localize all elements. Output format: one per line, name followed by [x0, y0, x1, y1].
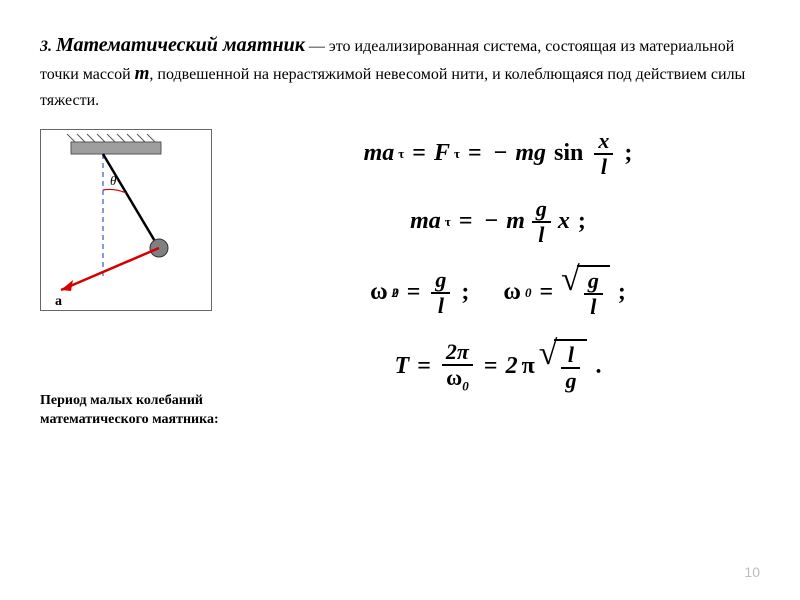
equation-3-row: ω20 = gl ; ω0 = √gl ; — [370, 265, 630, 321]
eq1-mg: mg — [515, 140, 546, 167]
eq4-dot: . — [591, 353, 605, 380]
eq3b-sub: 0 — [525, 285, 532, 301]
eq4-pi: π — [522, 353, 535, 380]
equation-3b: ω0 = √gl ; — [503, 265, 629, 321]
eq4-two: 2 — [506, 353, 518, 380]
eq3b-eq: = — [535, 279, 557, 306]
eq1-sin: sin — [550, 140, 587, 167]
a-label: a — [55, 294, 62, 309]
eq3a-semi: ; — [457, 279, 473, 306]
page-number: 10 — [744, 564, 760, 580]
eq4-T: T — [395, 353, 410, 380]
eq1-eq1: = — [408, 140, 430, 167]
eq3b-semi: ; — [614, 279, 630, 306]
eq3b-omega: ω — [503, 279, 521, 306]
eq1-tau-2: τ — [454, 146, 460, 162]
eq4-eq1: = — [413, 353, 435, 380]
eq2-eq: = — [455, 208, 477, 235]
section-number: 3. — [40, 38, 52, 55]
eq4-eq2: = — [480, 353, 502, 380]
eq3a-omega: ω — [370, 279, 388, 306]
eq2-frac: gl — [532, 197, 551, 247]
eq4-frac: 2π ω0 — [442, 340, 473, 393]
eq1-semi: ; — [620, 140, 636, 167]
equation-4: T = 2π ω0 = 2π √lg . — [395, 339, 606, 395]
heading-paragraph: 3. Математический маятник — это идеализи… — [40, 30, 760, 113]
eq1-tau-1: τ — [398, 146, 404, 162]
equation-3a: ω20 = gl ; — [370, 268, 473, 318]
eq3a-eq: = — [403, 279, 425, 306]
term-title: Математический маятник — [56, 34, 305, 56]
eq2-m: m — [506, 208, 525, 235]
eq2-x: x — [558, 208, 570, 235]
eq2-ma: ma — [410, 208, 441, 235]
equation-2: maτ = −m gl x; — [410, 197, 590, 247]
eq1-F: F — [434, 140, 450, 167]
eq3a-frac: gl — [431, 268, 450, 318]
eq3b-sqrt: √gl — [561, 265, 610, 321]
eq2-semi: ; — [574, 208, 590, 235]
eq1-neg: − — [490, 140, 512, 167]
formula-column: maτ = Fτ = −mg sin xl ; maτ = −m gl x; ω… — [240, 129, 760, 430]
pendulum-diagram: θ a — [40, 129, 212, 311]
mass-variable: m — [135, 63, 150, 84]
left-column: θ a Период малых колебаний математическо… — [40, 129, 220, 430]
eq1-eq2: = — [464, 140, 486, 167]
content-row: θ a Период малых колебаний математическо… — [40, 129, 760, 430]
eq2-tau: τ — [445, 214, 451, 230]
theta-label: θ — [110, 173, 117, 188]
eq1-frac: xl — [594, 129, 613, 179]
period-caption: Период малых колебаний математического м… — [40, 391, 220, 430]
caption-line-2: математического маятника: — [40, 410, 220, 430]
caption-line-1: Период малых колебаний — [40, 391, 220, 411]
eq4-sqrt: √lg — [539, 339, 588, 395]
equation-1: maτ = Fτ = −mg sin xl ; — [364, 129, 637, 179]
eq1-ma: ma — [364, 140, 395, 167]
dash: — — [305, 38, 329, 55]
eq2-neg: − — [481, 208, 503, 235]
eq3a-sub: 0 — [392, 285, 399, 301]
